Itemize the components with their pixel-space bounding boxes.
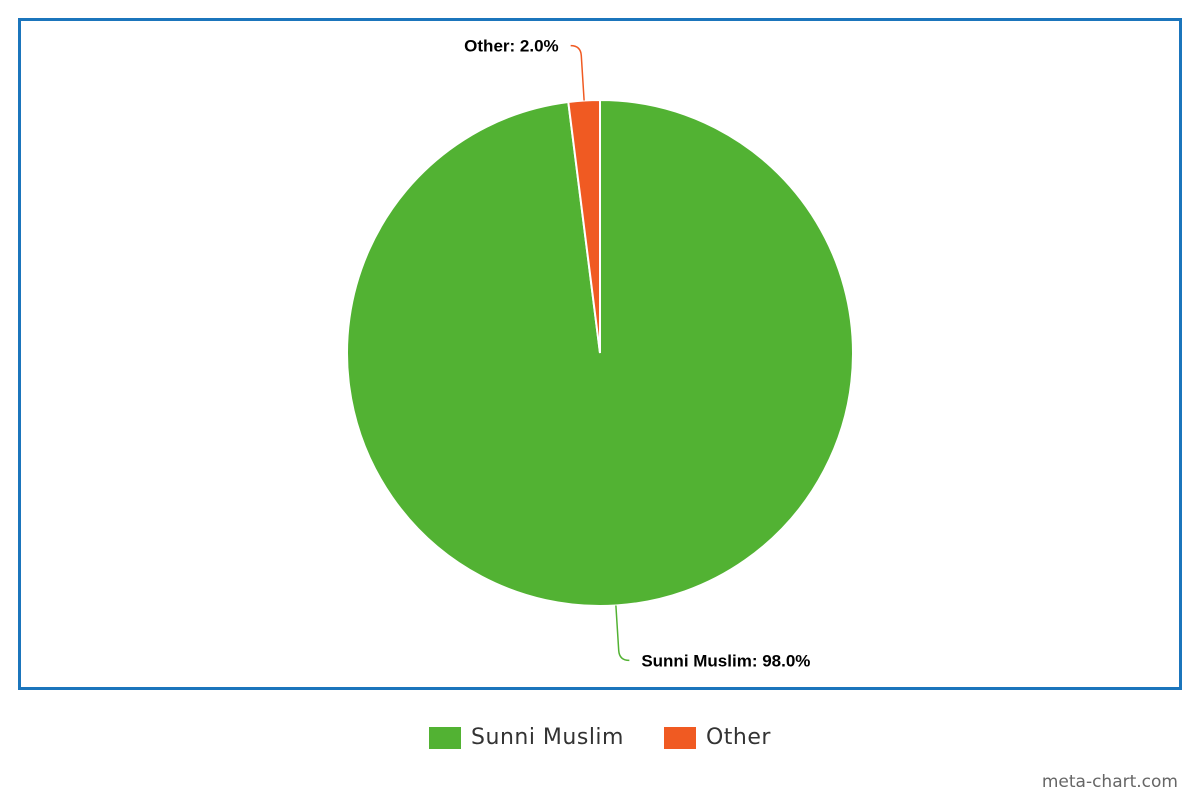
credit-text[interactable]: meta-chart.com bbox=[1041, 772, 1178, 792]
label-connectors bbox=[570, 44, 630, 662]
data-label-other: Other: 2.0% bbox=[464, 37, 558, 56]
pie-chart: Sunni Muslim: 98.0% Other: 2.0% bbox=[346, 37, 854, 671]
legend-label-sunni-muslim: Sunni Muslim bbox=[471, 725, 624, 750]
connector-sunni-muslim bbox=[615, 605, 630, 662]
data-label-sunni-muslim: Sunni Muslim: 98.0% bbox=[641, 651, 810, 670]
legend-swatch-sunni-muslim bbox=[429, 726, 462, 749]
pie-slice-other[interactable] bbox=[567, 98, 601, 354]
legend-swatch-other bbox=[663, 726, 696, 749]
legend-item-sunni-muslim[interactable]: Sunni Muslim bbox=[429, 725, 624, 750]
legend-item-other[interactable]: Other bbox=[663, 725, 771, 750]
legend: Sunni Muslim Other bbox=[0, 725, 1200, 750]
connector-other bbox=[570, 44, 585, 101]
pie-slices bbox=[346, 98, 854, 607]
chart-frame: Sunni Muslim: 98.0% Other: 2.0% bbox=[18, 18, 1182, 690]
legend-label-other: Other bbox=[705, 725, 771, 750]
data-labels: Sunni Muslim: 98.0% Other: 2.0% bbox=[464, 37, 810, 671]
